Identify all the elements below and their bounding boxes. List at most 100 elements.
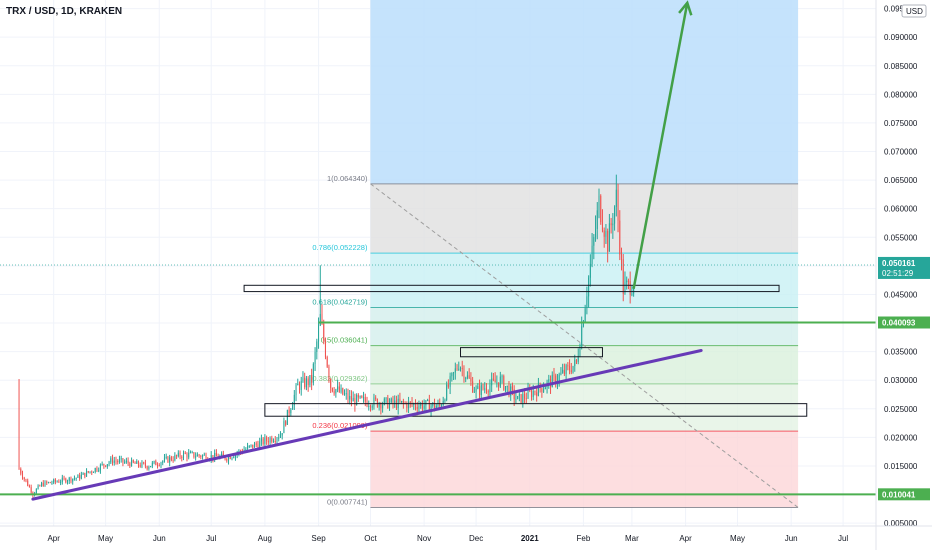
candle-body [169,457,171,463]
support-zone-rectangle[interactable] [243,284,780,293]
candle-body [383,398,385,405]
level-price-tag[interactable] [878,488,930,501]
drawings[interactable] [0,0,876,501]
time-tick-label: Apr [47,534,60,543]
fib-level-label: 0.618(0.042719) [312,297,368,306]
candle-body [108,462,110,465]
candle-body [420,403,422,406]
candle-body [240,450,242,452]
price-tick-label: 0.065000 [884,176,918,185]
candle-body [588,277,590,297]
price-axis[interactable]: 0.095 0.090000 0.085000 0.080000 0.075000 0.0… [875,0,932,550]
candle-body [437,402,439,406]
candle-body [508,385,510,396]
candle-body [25,479,27,481]
candle-body [364,397,366,402]
candle-body [447,384,449,387]
support-zone-rectangle[interactable] [264,403,808,417]
candle-body [425,400,427,406]
candle-body [290,409,292,414]
candle-body [157,465,159,467]
candle-body [572,365,574,373]
candle-body [506,385,508,387]
fibonacci-retracement[interactable]: 1(0.064340) 0.786(0.052228) 0.618(0.042719… [312,0,799,508]
time-tick-label: Aug [258,534,272,543]
candle-body [215,452,217,457]
candle-body [570,370,572,373]
candle-body [586,296,588,309]
candle-body [58,481,60,483]
candle-body [413,403,415,405]
candle-body [262,438,264,444]
candle-body [47,482,49,484]
candle-body [575,359,578,362]
candle-body [233,457,235,459]
fib-level-label: 0.382(0.029362) [312,374,368,383]
candle-body [596,210,598,229]
candle-body [558,374,560,381]
candle-body [42,482,44,487]
candle-body [181,456,183,458]
support-zone-rectangle[interactable] [460,347,603,358]
candle-body [359,396,361,398]
last-price-tag[interactable] [878,256,930,279]
candle-body [421,403,423,409]
fib-zone [370,253,799,308]
candle-body [603,230,605,237]
time-tick-label: Jun [785,534,798,543]
candle-body [323,323,325,341]
candle-body [555,375,557,384]
candle-body [27,480,29,486]
candle-body [141,462,143,467]
candle-body [565,365,567,374]
symbol-title: TRX / USD, 1D, KRAKEN [6,6,123,17]
candle-body [619,220,621,255]
candle-body [106,464,108,467]
candle-body [458,368,460,370]
candle-body [622,259,624,294]
candle-body [247,446,249,450]
candle-body [581,326,583,347]
candle-body [202,455,204,458]
candle-body [582,321,584,327]
candle-body [61,477,63,482]
currency-badge[interactable] [901,4,927,18]
projection-arrow-shaft[interactable] [632,2,689,289]
candle-body [390,398,392,403]
candle-body [337,386,339,390]
candle-body [98,470,100,472]
candle-body [401,401,403,403]
candle-body [23,477,25,480]
candle-body [463,368,465,379]
candle-body [324,340,326,358]
price-tick-label: 0.090000 [884,33,918,42]
candle-body [160,462,162,466]
candle-body [86,471,88,477]
candle-body [288,409,290,414]
candle-body [212,455,214,459]
price-tick-label: 0.005000 [884,519,918,528]
candle-body [503,376,505,390]
candle-body [465,377,467,379]
candle-body [158,465,160,467]
candle-body [626,280,628,283]
time-tick-label: May [730,534,745,543]
candle-body [316,341,318,352]
candle-body [101,463,103,465]
candle-body [307,378,309,385]
candle-body [345,393,347,395]
candle-body [510,386,512,396]
time-tick-label: Jul [206,534,216,543]
candle-body [151,462,153,467]
candle-body [305,378,307,388]
candle-body [453,372,455,374]
candle-body [89,471,91,473]
level-price-tag[interactable] [878,316,930,329]
candle-body [99,464,101,471]
time-axis[interactable]: Apr May Jun Jul Aug Sep Oct Nov Dec 2021 Feb Mar Apr… [0,525,932,543]
candle-body [470,378,472,382]
rising-trendline[interactable] [31,348,703,501]
candle-body [44,481,46,487]
fib-level-label: 0(0.007741) [327,497,368,506]
